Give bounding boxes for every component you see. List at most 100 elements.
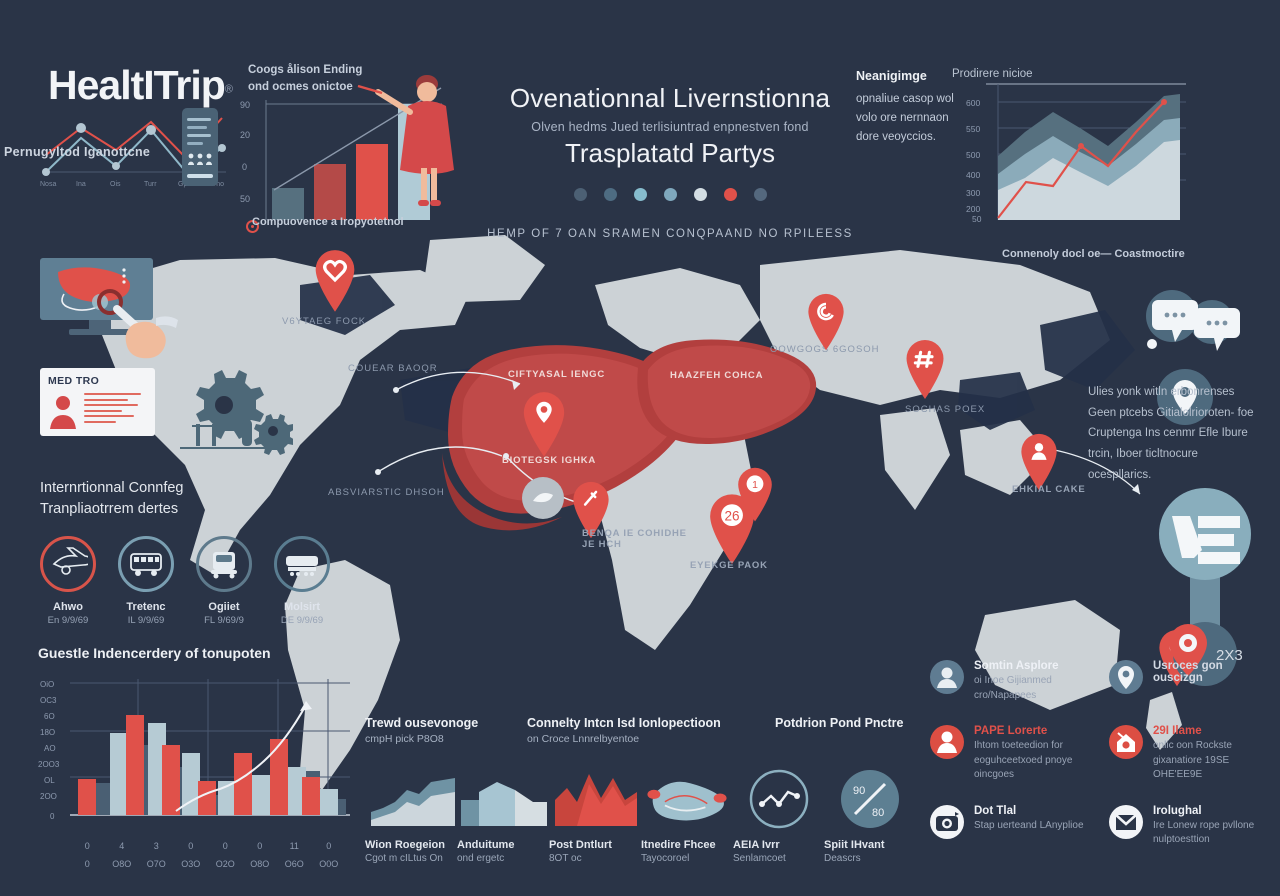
xtick: 0 xyxy=(257,841,263,851)
liver-label-3: HAAZFEH COHCA xyxy=(670,370,764,381)
pin-person-shape[interactable] xyxy=(1018,432,1060,493)
pin-syringe-shape[interactable] xyxy=(570,480,612,541)
car-icon xyxy=(211,552,237,579)
bottom-left-bar-chart: OiO OC3 6O 18O AO 2OO3 OL 2OO 0 xyxy=(38,679,350,821)
bottom-right-item-4[interactable]: 29I Ilame onlic oon Rockste gixanatiore 1… xyxy=(1109,725,1270,783)
bottom-right-item-2[interactable]: Usroces gon ouscizgn xyxy=(1109,660,1270,703)
pin-hash-shape[interactable] xyxy=(903,338,947,402)
mini-chart-donut-line: AEIA Ivrr Senlamcoet xyxy=(733,768,824,864)
pin-count-26-shape[interactable]: 26 xyxy=(706,492,758,567)
top-right-note: Neanigimge opnaliue casop wol volo ore n… xyxy=(856,66,966,147)
card-title: MED TRO xyxy=(48,375,100,387)
mini-chart-row: Wion Roegeion Cgot m cILtus On Anduitume… xyxy=(365,768,915,864)
svg-text:18O: 18O xyxy=(40,728,55,737)
xtick: 3 xyxy=(153,841,159,851)
bottom-right-text: 29I Ilame onlic oon Rockste gixanatiore 1… xyxy=(1153,725,1270,783)
pin-count-1-shape[interactable]: 1 xyxy=(735,466,775,524)
bottom-right-item-1[interactable]: Somtin Asplore oi Inoe Gijianmed cro/Napa… xyxy=(930,660,1091,703)
brand-logo: HealtITrip® xyxy=(48,62,233,109)
patient-avatar-icon xyxy=(50,396,76,429)
phone-mockup xyxy=(182,108,218,186)
pin-count-1[interactable]: 1 xyxy=(735,466,775,529)
transport-value: FL 9/69/9 xyxy=(204,615,244,627)
location-pin-icon-badge xyxy=(1109,660,1143,694)
bottom-left-xaxis-labels: 0 4 3 0 0 0 11 0 xyxy=(70,841,346,851)
pin-hash[interactable] xyxy=(903,338,947,407)
bottom-right-title: Dot Tlal xyxy=(974,804,1017,817)
hand-magnifier-icon xyxy=(97,289,178,359)
mini-chart-trend-area: Wion Roegeion Cgot m cILtus On xyxy=(365,768,457,864)
svg-text:90: 90 xyxy=(240,100,250,110)
lab-equipment-icon xyxy=(180,420,276,449)
svg-text:400: 400 xyxy=(966,170,980,180)
progress-dot-1[interactable] xyxy=(573,187,587,201)
pin-spiral[interactable] xyxy=(805,292,847,358)
bottom-right-item-3[interactable]: PAPE Lorerte Ihtom toeteedion for eoguhce… xyxy=(930,725,1091,783)
mini-chart-step-area: Anduitume ond ergetc xyxy=(457,768,549,864)
bullet-marker-icon xyxy=(246,220,259,233)
transport-item-1[interactable]: Ahwo En 9/9/69 xyxy=(40,536,96,626)
bottom-right-text: Usroces gon ouscizgn xyxy=(1153,660,1270,703)
bottom-left-chart-title: Guestle Indencerdery of tonupoten xyxy=(38,645,271,661)
user-circle-icon xyxy=(937,667,957,688)
xtick: 0 xyxy=(222,841,228,851)
pin-person[interactable] xyxy=(1018,432,1060,498)
pin-count-26[interactable]: 26 xyxy=(706,492,758,572)
svg-text:Turr: Turr xyxy=(144,181,157,188)
progress-dot-6[interactable] xyxy=(723,187,737,201)
progress-dot-4[interactable] xyxy=(663,187,677,201)
pin-syringe[interactable] xyxy=(570,480,612,546)
progress-dot-5[interactable] xyxy=(693,187,707,201)
transport-label: Molsirt xyxy=(283,601,321,614)
transport-icon-ring xyxy=(274,536,330,593)
mini-label: Wion Roegeion xyxy=(365,839,445,851)
monitor-stand xyxy=(89,320,111,329)
svg-text:20: 20 xyxy=(240,130,250,140)
progress-dot-7[interactable] xyxy=(753,187,767,201)
xtick-secondary: O0O xyxy=(319,859,339,869)
headline-block: Ovenationnal Livernstionna Olven hedms J… xyxy=(470,82,870,240)
bottom-right-text: PAPE Lorerte Ihtom toeteedion for eoguhce… xyxy=(974,725,1091,783)
bottom-right-item-5[interactable]: Dot Tlal Stap uerteand LAnyplioe xyxy=(930,804,1091,848)
pin-heart[interactable] xyxy=(312,248,358,320)
pin-location[interactable] xyxy=(520,390,568,465)
map-label-4: OOWGOGS 6GOSOH xyxy=(770,344,880,355)
transport-item-4[interactable]: Molsirt DE 9/9/69 xyxy=(274,536,330,626)
mini-chart-spike: Post Dntlurt 8OT oc xyxy=(549,768,641,864)
bottom-right-title: Somtin Asplore xyxy=(974,660,1059,672)
svg-text:0: 0 xyxy=(50,812,55,821)
liver-label-1: CIFTYASAL IENGC xyxy=(508,369,605,380)
svg-text:300: 300 xyxy=(966,188,980,198)
mini-spike-heading: Connelty Intcn Isd Ionlopectioon on Croc… xyxy=(527,716,721,745)
pin-spiral-shape[interactable] xyxy=(805,292,847,353)
progress-dot-2[interactable] xyxy=(603,187,617,201)
mini-sublabel: Cgot m cILtus On xyxy=(365,853,443,864)
user-filled-icon xyxy=(937,731,957,753)
bottom-right-text: Dot Tlal Stap uerteand LAnyplioe xyxy=(974,805,1084,848)
xtick: 0 xyxy=(326,841,332,851)
bottom-right-item-6[interactable]: Irolughal Ire Lonew rope pvllone nulptoes… xyxy=(1109,804,1270,848)
top-right-chart-caption: Connenoly docl oe— Coastmoctire xyxy=(1002,248,1185,260)
card-body xyxy=(48,393,147,431)
headline-line-1: Ovenationnal Livernstionna xyxy=(509,83,831,113)
svg-text:26: 26 xyxy=(724,508,739,523)
top-right-chart-title: Prodirere nicioe xyxy=(952,68,1033,80)
svg-text:50: 50 xyxy=(972,214,982,224)
transport-item-3[interactable]: Ogiiet FL 9/69/9 xyxy=(196,536,252,626)
bottom-right-title: Usroces gon ouscizgn xyxy=(1153,660,1223,684)
pin-location-shape[interactable] xyxy=(520,390,568,460)
transport-item-2[interactable]: Tretenc IL 9/9/69 xyxy=(118,536,174,626)
mini-blob-chart xyxy=(647,781,727,821)
medical-record-card: MED TRO xyxy=(40,368,155,436)
svg-text:Ois: Ois xyxy=(110,181,121,188)
bottom-right-desc: oi Inoe Gijianmed cro/Napapees xyxy=(974,675,1052,701)
progress-dot-3[interactable] xyxy=(633,187,647,201)
pin-heart-shape[interactable] xyxy=(312,248,358,315)
mini-trend-heading: Trewd ousevonoge cmpH pick P8O8 xyxy=(365,716,479,745)
bottom-right-title: Irolughal xyxy=(1153,804,1202,817)
mini-chart-ratio: 90 80 Spiit IHvant Deascrs xyxy=(824,768,915,864)
mini-label: AEIA Ivrr xyxy=(733,839,780,851)
mini-label: Post Dntlurt xyxy=(549,839,612,851)
chat-bubbles-icons xyxy=(1146,290,1240,351)
top-left-caption: Compuovence a Iropyotetnol xyxy=(252,216,404,228)
